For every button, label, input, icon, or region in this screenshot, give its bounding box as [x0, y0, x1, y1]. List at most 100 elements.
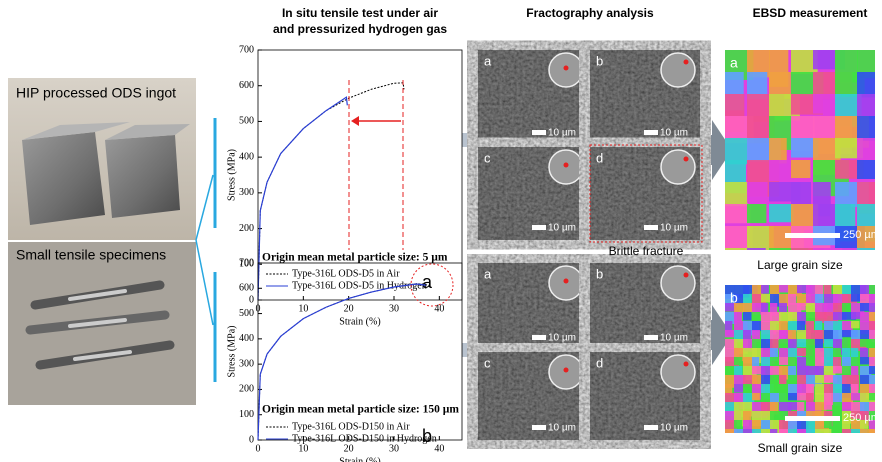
- grain: [869, 384, 875, 399]
- grain: [797, 339, 808, 348]
- grain: [857, 72, 875, 98]
- grain: [815, 357, 827, 368]
- scale-bar: [644, 130, 658, 135]
- grain: [779, 294, 790, 307]
- grain: [779, 375, 787, 385]
- scale-bar: [785, 416, 840, 421]
- grain: [779, 366, 789, 380]
- grain: [815, 429, 829, 433]
- grain: [806, 312, 818, 327]
- x-tick-label: 10: [298, 443, 308, 454]
- arrow-band: [462, 133, 478, 147]
- grain: [815, 330, 824, 344]
- grain: [761, 429, 773, 433]
- y-tick-label: 300: [239, 187, 254, 198]
- grain: [797, 285, 813, 294]
- grain: [797, 384, 813, 396]
- grain: [788, 312, 800, 322]
- grain: [857, 226, 875, 250]
- grain: [797, 312, 807, 325]
- inset-dot: [563, 278, 569, 284]
- grain: [725, 375, 735, 388]
- grain: [734, 429, 743, 433]
- grain: [857, 116, 875, 141]
- grain: [806, 339, 815, 347]
- grain: [851, 366, 859, 381]
- legend-label: Type-316L ODS-D150 in Hydrogen: [292, 433, 437, 444]
- grain: [851, 402, 865, 412]
- grain: [842, 348, 851, 363]
- grain: [833, 348, 842, 362]
- grain: [779, 429, 794, 433]
- grain: [743, 384, 757, 396]
- grain: [761, 285, 769, 294]
- legend-label: Type-316L ODS-D150 in Air: [292, 421, 410, 432]
- grain: [824, 429, 832, 433]
- inset-dot: [683, 156, 689, 162]
- grain: [842, 330, 858, 338]
- y-tick-label: 0: [249, 434, 254, 445]
- grain: [788, 429, 798, 433]
- grain: [770, 393, 786, 403]
- grain: [815, 294, 824, 305]
- grain: [734, 393, 746, 410]
- grain: [835, 138, 863, 159]
- scale-bar: [644, 335, 658, 340]
- x-axis-label: Strain (%): [339, 316, 380, 327]
- grain: [851, 312, 861, 320]
- grain: [752, 420, 761, 433]
- grain: [747, 248, 766, 250]
- scale-label: 10 µm: [548, 423, 576, 434]
- y-tick-label: 700: [239, 257, 254, 268]
- section-title: and pressurized hydrogen gas: [273, 22, 447, 36]
- grain: [833, 312, 847, 321]
- grain: [815, 285, 824, 299]
- grain: [734, 348, 745, 362]
- grain: [860, 411, 869, 426]
- grain: [770, 330, 786, 340]
- grain: [797, 375, 809, 389]
- grain: [869, 420, 875, 433]
- grain: [752, 411, 762, 427]
- grain: [761, 312, 772, 323]
- grain: [842, 294, 858, 305]
- grain: [734, 330, 744, 343]
- y-axis-label: Stress (MPa): [226, 149, 237, 201]
- grain: [725, 411, 742, 423]
- scale-bar: [532, 130, 546, 135]
- grain: [725, 339, 738, 349]
- grain: [725, 312, 737, 324]
- scale-bar: [532, 425, 546, 430]
- grain: [869, 375, 875, 391]
- y-tick-label: 0: [249, 294, 254, 305]
- grain: [824, 402, 833, 410]
- y-tick-label: 600: [239, 283, 254, 294]
- grain: [806, 357, 822, 366]
- inset-dot: [563, 162, 569, 168]
- grain: [857, 138, 875, 162]
- grain: [725, 182, 748, 207]
- grain: [842, 321, 853, 336]
- grain: [791, 50, 818, 74]
- connectors: [195, 118, 217, 382]
- legend-label: Type-316L ODS-D5 in Hydrogen: [292, 280, 427, 291]
- grain: [770, 366, 783, 375]
- grain: [788, 402, 799, 410]
- grain: [851, 429, 868, 433]
- grain: [824, 366, 836, 382]
- grain: [869, 294, 875, 307]
- grain: [815, 384, 830, 395]
- grain: [860, 384, 872, 399]
- grain: [806, 285, 816, 296]
- grain: [752, 321, 762, 331]
- scale-label: 10 µm: [660, 333, 688, 344]
- grain: [752, 348, 763, 364]
- grain: [747, 182, 768, 204]
- grain: [833, 420, 841, 433]
- grain: [860, 348, 869, 358]
- grain: [851, 375, 860, 391]
- grain: [788, 384, 802, 396]
- grain: [869, 339, 875, 353]
- grain: [860, 375, 871, 384]
